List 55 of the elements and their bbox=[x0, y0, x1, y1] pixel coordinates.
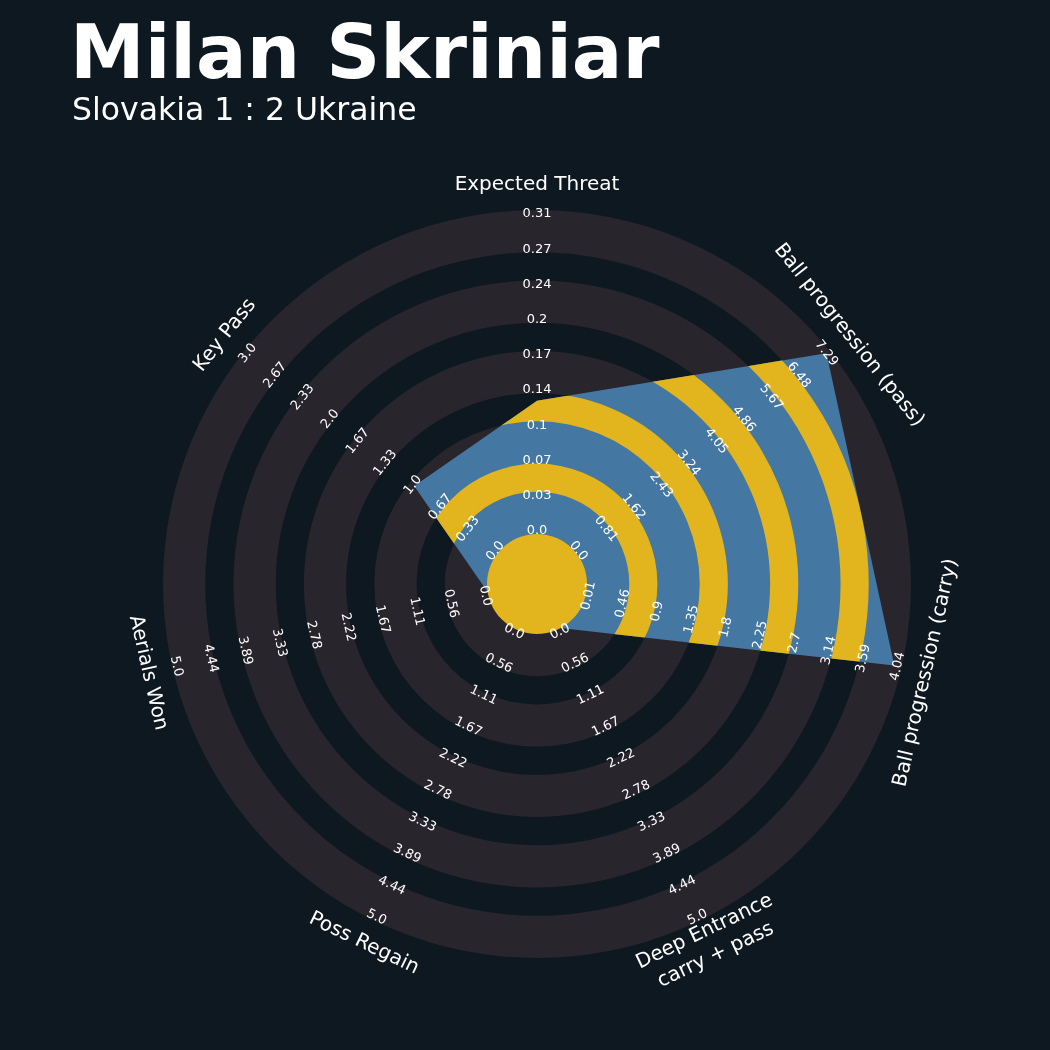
text: 0.0 bbox=[482, 537, 507, 563]
text: 0.0 bbox=[546, 619, 573, 642]
text: 5.0 bbox=[364, 905, 390, 928]
text: 0.31 bbox=[522, 205, 552, 221]
text: 0.03 bbox=[522, 487, 552, 503]
text: 3.0 bbox=[234, 339, 260, 366]
text: 0.0 bbox=[476, 583, 497, 608]
text: 3.89 bbox=[650, 839, 683, 866]
text: 3.89 bbox=[235, 634, 257, 667]
text: 1.11 bbox=[573, 681, 607, 708]
text: 2.78 bbox=[421, 776, 455, 803]
text: 4.04 bbox=[886, 650, 908, 682]
text: 1.0 bbox=[399, 471, 425, 498]
text: 2.0 bbox=[317, 405, 342, 432]
text: 3.33 bbox=[269, 626, 291, 659]
text: 1.67 bbox=[372, 603, 394, 635]
text: 2.78 bbox=[619, 776, 653, 803]
text: 0.01 bbox=[577, 579, 599, 612]
text: 0.27 bbox=[522, 240, 552, 256]
text: 1.11 bbox=[407, 595, 429, 627]
text: 1.67 bbox=[589, 712, 622, 739]
text: 0.56 bbox=[441, 587, 463, 620]
text: 3.14 bbox=[817, 634, 839, 667]
text: 1.8 bbox=[715, 615, 735, 639]
text: 4.44 bbox=[375, 871, 409, 898]
text: 4.44 bbox=[201, 642, 223, 675]
text: 2.25 bbox=[748, 618, 770, 651]
spoke-label: Expected Threat bbox=[454, 171, 620, 196]
text: 3.33 bbox=[406, 808, 440, 835]
text: 0.9 bbox=[646, 599, 666, 623]
text: 2.22 bbox=[604, 744, 637, 771]
text: 0.46 bbox=[611, 587, 633, 620]
text: 3.59 bbox=[851, 642, 873, 675]
text: 2.22 bbox=[338, 611, 360, 643]
text: 1.11 bbox=[467, 681, 501, 708]
text: 2.22 bbox=[437, 744, 470, 771]
text: 0.1 bbox=[526, 416, 548, 432]
text: 2.78 bbox=[304, 618, 326, 651]
text: 4.44 bbox=[665, 871, 699, 898]
text: 0.07 bbox=[522, 451, 552, 467]
text: 3.33 bbox=[634, 808, 668, 835]
text: 1.67 bbox=[452, 712, 485, 739]
text: 0.56 bbox=[482, 649, 516, 676]
text: 0.0 bbox=[501, 619, 528, 642]
text: 0.17 bbox=[522, 346, 552, 362]
text: 3.89 bbox=[391, 839, 424, 866]
text: 0.14 bbox=[522, 381, 552, 397]
text: 0.24 bbox=[522, 275, 552, 291]
text: 0.0 bbox=[526, 522, 548, 538]
text: 1.35 bbox=[680, 603, 702, 635]
text: 5.0 bbox=[167, 654, 187, 678]
text: 0.2 bbox=[526, 311, 548, 327]
text: 0.56 bbox=[558, 649, 592, 676]
text: 2.7 bbox=[784, 630, 804, 655]
text: 0.0 bbox=[567, 537, 592, 563]
